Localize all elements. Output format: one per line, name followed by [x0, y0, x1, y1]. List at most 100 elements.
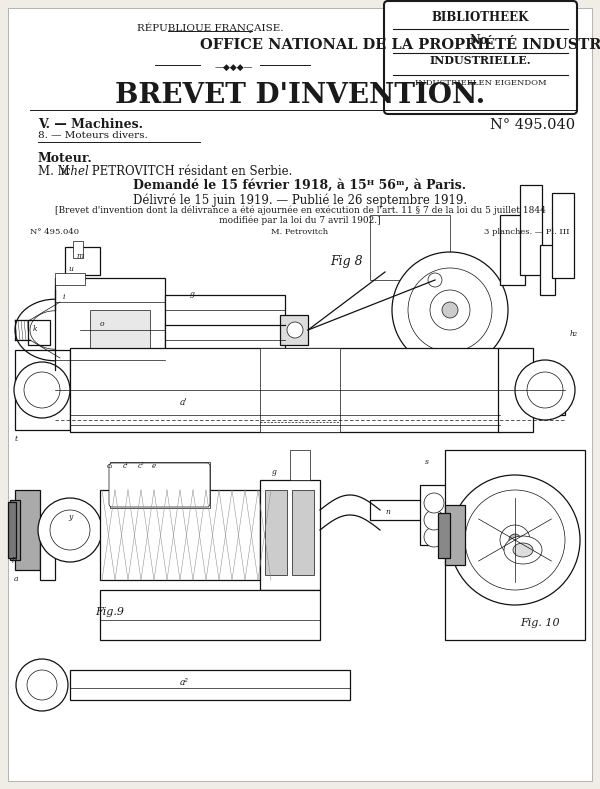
Bar: [70, 670, 350, 700]
Text: INDUSTRIELLE.: INDUSTRIELLE.: [430, 55, 532, 66]
Text: g: g: [190, 290, 195, 298]
Bar: [500, 215, 525, 285]
Bar: [498, 348, 533, 432]
Text: INDUSTRIEELEN EIGENDOM: INDUSTRIEELEN EIGENDOM: [415, 79, 547, 87]
Text: PETROVITCH résidant en Serbie.: PETROVITCH résidant en Serbie.: [88, 165, 292, 178]
Text: BIBLIOTHEEK: BIBLIOTHEEK: [432, 11, 529, 24]
Text: c': c': [123, 462, 129, 470]
Text: Fig. 10: Fig. 10: [520, 618, 560, 628]
Text: RÉPUBLIQUE FRANÇAISE.: RÉPUBLIQUE FRANÇAISE.: [137, 22, 283, 32]
Text: Demandé le 15 février 1918, à 15ᴴ 56ᵐ, à Paris.: Demandé le 15 février 1918, à 15ᴴ 56ᵐ, à…: [133, 179, 467, 192]
Circle shape: [442, 302, 458, 318]
Bar: [15, 490, 40, 570]
Bar: [100, 490, 260, 580]
Text: a²: a²: [180, 678, 189, 687]
Circle shape: [424, 510, 444, 530]
Text: k: k: [33, 325, 38, 333]
Bar: [55, 370, 565, 415]
Bar: [90, 310, 150, 350]
Circle shape: [27, 670, 57, 700]
Bar: [445, 505, 465, 565]
Text: c²: c²: [138, 462, 145, 470]
Text: Délivré le 15 juin 1919. — Publié le 26 septembre 1919.: Délivré le 15 juin 1919. — Publié le 26 …: [133, 193, 467, 207]
Circle shape: [16, 659, 68, 711]
Circle shape: [424, 527, 444, 547]
Text: modifiée par la loi du 7 avril 1902.]: modifiée par la loi du 7 avril 1902.]: [219, 215, 381, 225]
Bar: [520, 185, 542, 275]
Text: c₁: c₁: [107, 462, 113, 470]
Text: 8. — Moteurs divers.: 8. — Moteurs divers.: [38, 131, 148, 140]
Circle shape: [424, 493, 444, 513]
Text: Fig.9: Fig.9: [95, 607, 124, 617]
FancyBboxPatch shape: [384, 1, 577, 114]
Circle shape: [428, 273, 442, 287]
Text: u: u: [68, 265, 73, 273]
Circle shape: [408, 268, 492, 352]
Text: a: a: [14, 575, 19, 583]
Text: t: t: [15, 435, 18, 443]
Bar: [292, 490, 314, 575]
Bar: [445, 450, 585, 640]
Bar: [420, 485, 448, 545]
Text: N° 495.040: N° 495.040: [30, 228, 79, 236]
FancyBboxPatch shape: [109, 463, 210, 507]
Text: M. M: M. M: [38, 165, 70, 178]
Text: m: m: [76, 252, 83, 260]
Bar: [15, 350, 70, 430]
Bar: [55, 273, 85, 285]
Text: n: n: [385, 508, 390, 516]
Text: BREVET D'INVENTION.: BREVET D'INVENTION.: [115, 82, 485, 109]
Bar: [370, 500, 425, 520]
Bar: [10, 500, 20, 560]
Circle shape: [527, 372, 563, 408]
Bar: [110, 462, 210, 508]
Text: Moteur.: Moteur.: [38, 152, 93, 165]
Bar: [40, 520, 55, 580]
Bar: [165, 295, 285, 365]
Text: N° 495.040: N° 495.040: [490, 118, 575, 132]
Bar: [100, 590, 320, 640]
Circle shape: [50, 510, 90, 550]
Bar: [28, 320, 50, 345]
Text: g: g: [272, 468, 277, 476]
Text: Fig 8: Fig 8: [330, 255, 362, 268]
Text: [Brevet d'invention dont la délivrance a été ajournée en exécution de l'art. 11 : [Brevet d'invention dont la délivrance a…: [55, 205, 545, 215]
Text: 3 planches. — Pl. III: 3 planches. — Pl. III: [485, 228, 570, 236]
Circle shape: [287, 322, 303, 338]
Text: No.: No.: [469, 34, 492, 47]
Ellipse shape: [513, 543, 533, 557]
Bar: [73, 241, 83, 258]
Text: V. — Machines.: V. — Machines.: [38, 118, 143, 131]
Bar: [65, 247, 100, 275]
Bar: [370, 215, 450, 280]
Circle shape: [509, 534, 521, 546]
Bar: [265, 490, 287, 575]
Bar: [290, 450, 310, 480]
Circle shape: [24, 372, 60, 408]
Circle shape: [450, 475, 580, 605]
Bar: [8, 502, 16, 558]
Text: e: e: [152, 462, 156, 470]
Text: M. Petrovitch: M. Petrovitch: [271, 228, 329, 236]
Text: p: p: [12, 555, 17, 563]
Bar: [552, 193, 574, 278]
Text: o: o: [100, 320, 104, 328]
Bar: [55, 278, 165, 382]
Bar: [70, 348, 500, 432]
Circle shape: [38, 498, 102, 562]
Circle shape: [14, 362, 70, 418]
Text: OFFICE NATIONAL DE LA PROPRIÉTÉ INDUSTRIELLE.: OFFICE NATIONAL DE LA PROPRIÉTÉ INDUSTRI…: [200, 38, 600, 52]
Text: a': a': [180, 398, 188, 407]
Bar: [260, 480, 320, 590]
Text: i: i: [63, 293, 65, 301]
Ellipse shape: [504, 536, 542, 564]
Bar: [280, 315, 308, 345]
Text: h₂: h₂: [570, 330, 578, 338]
Bar: [540, 245, 555, 295]
Text: y: y: [68, 513, 72, 521]
Text: —◆◆◆—: —◆◆◆—: [215, 63, 254, 72]
Text: s: s: [425, 458, 429, 466]
Circle shape: [515, 360, 575, 420]
Bar: [260, 348, 340, 432]
Circle shape: [500, 525, 530, 555]
